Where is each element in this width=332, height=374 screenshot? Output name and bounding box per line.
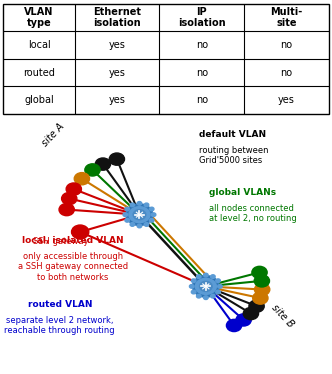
Circle shape — [216, 290, 220, 294]
Circle shape — [133, 210, 146, 220]
Circle shape — [127, 205, 152, 225]
Text: SSH gateway: SSH gateway — [33, 237, 89, 246]
Circle shape — [144, 203, 149, 207]
Text: site B: site B — [269, 302, 295, 329]
Circle shape — [193, 276, 218, 297]
Text: IP
isolation: IP isolation — [178, 7, 226, 28]
Circle shape — [204, 296, 208, 300]
Text: no: no — [196, 40, 208, 50]
Circle shape — [130, 203, 135, 207]
Circle shape — [226, 319, 242, 332]
Text: local, isolated VLAN: local, isolated VLAN — [22, 236, 124, 245]
Text: Multi-
site: Multi- site — [270, 7, 302, 28]
Circle shape — [197, 294, 201, 298]
Circle shape — [85, 164, 100, 176]
Circle shape — [130, 223, 135, 226]
Circle shape — [254, 275, 270, 287]
Text: Ethernet
isolation: Ethernet isolation — [93, 7, 141, 28]
Text: no: no — [280, 68, 292, 78]
Circle shape — [197, 275, 201, 278]
Text: routing between
Grid'5000 sites: routing between Grid'5000 sites — [199, 145, 269, 165]
Circle shape — [123, 213, 127, 217]
Text: yes: yes — [109, 40, 125, 50]
Circle shape — [137, 224, 142, 228]
Text: only accessible through
a SSH gateway connected
to both networks: only accessible through a SSH gateway co… — [18, 252, 128, 282]
Circle shape — [190, 285, 194, 288]
Circle shape — [253, 292, 268, 304]
Circle shape — [95, 158, 111, 170]
Circle shape — [210, 275, 215, 278]
Circle shape — [66, 183, 81, 195]
Circle shape — [149, 207, 154, 211]
Circle shape — [249, 300, 264, 312]
Circle shape — [149, 218, 154, 222]
Circle shape — [204, 273, 208, 277]
Text: no: no — [196, 68, 208, 78]
Text: routed: routed — [23, 68, 55, 78]
Circle shape — [210, 294, 215, 298]
Circle shape — [74, 173, 90, 185]
Text: separate level 2 network,
reachable through routing: separate level 2 network, reachable thro… — [4, 316, 115, 335]
Circle shape — [59, 203, 74, 216]
Circle shape — [109, 153, 124, 165]
Text: routed VLAN: routed VLAN — [28, 300, 92, 309]
Text: default VLAN: default VLAN — [199, 130, 266, 139]
Circle shape — [243, 307, 259, 320]
Text: all nodes connected
at level 2, no routing: all nodes connected at level 2, no routi… — [209, 204, 297, 223]
Circle shape — [144, 223, 149, 226]
Circle shape — [218, 285, 222, 288]
Circle shape — [200, 281, 212, 291]
Circle shape — [125, 207, 129, 211]
Text: local: local — [28, 40, 50, 50]
Text: global VLANs: global VLANs — [209, 188, 276, 197]
Text: yes: yes — [278, 95, 295, 105]
Text: yes: yes — [109, 95, 125, 105]
Circle shape — [62, 193, 77, 205]
Text: global: global — [24, 95, 54, 105]
Circle shape — [71, 225, 89, 239]
Circle shape — [137, 202, 142, 205]
Text: no: no — [196, 95, 208, 105]
Text: yes: yes — [109, 68, 125, 78]
Circle shape — [255, 283, 270, 295]
Circle shape — [191, 279, 196, 282]
Circle shape — [216, 279, 220, 282]
Text: site A: site A — [40, 122, 66, 148]
Circle shape — [236, 314, 251, 326]
Circle shape — [252, 266, 267, 279]
Text: VLAN
type: VLAN type — [25, 7, 54, 28]
Circle shape — [151, 213, 156, 217]
Circle shape — [125, 218, 129, 222]
Circle shape — [191, 290, 196, 294]
Text: no: no — [280, 40, 292, 50]
